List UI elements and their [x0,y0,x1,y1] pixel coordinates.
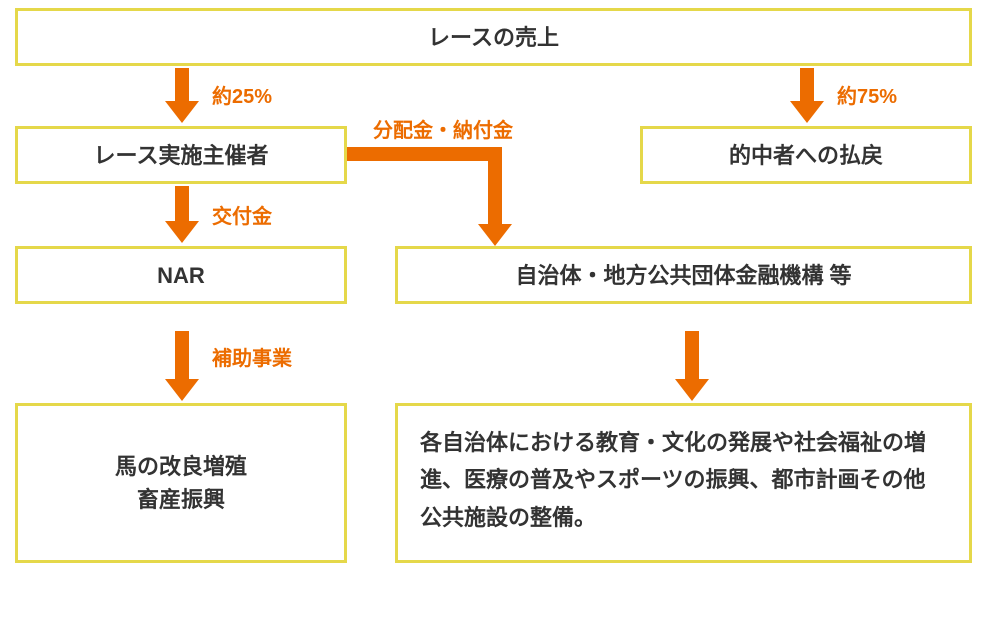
arrow-down-icon [675,306,709,401]
arrow-label-25: 約25% [212,80,272,109]
arrow-label-75: 約75% [837,80,897,109]
arrow-label-grant: 交付金 [212,200,272,229]
box-race-sales: レースの売上 [15,8,972,66]
arrow-down-icon [165,186,199,243]
box-label: 的中者への払戻 [729,139,883,172]
box-municipality-finance: 自治体・地方公共団体金融機構 等 [395,246,972,304]
arrow-label-subsidy: 補助事業 [212,342,292,371]
box-label: レース実施主催者 [94,139,269,172]
arrow-label-distribution: 分配金・納付金 [373,114,513,143]
box-label: レースの売上 [428,21,559,54]
box-nar: NAR [15,246,347,304]
arrow-down-icon [165,306,199,401]
arrow-down-icon [790,68,824,123]
box-label: 各自治体における教育・文化の発展や社会福祉の増進、医療の普及やスポーツの振興、都… [420,424,947,536]
arrow-elbow-icon [347,147,517,251]
arrow-down-icon [165,68,199,123]
box-label: 馬の改良増殖 畜産振興 [115,450,247,516]
box-label: NAR [157,259,205,292]
box-winner-refund: 的中者への払戻 [640,126,972,184]
box-public-services: 各自治体における教育・文化の発展や社会福祉の増進、医療の普及やスポーツの振興、都… [395,403,972,563]
box-horse-breeding: 馬の改良増殖 畜産振興 [15,403,347,563]
box-label: 自治体・地方公共団体金融機構 等 [515,259,851,292]
box-race-organizer: レース実施主催者 [15,126,347,184]
